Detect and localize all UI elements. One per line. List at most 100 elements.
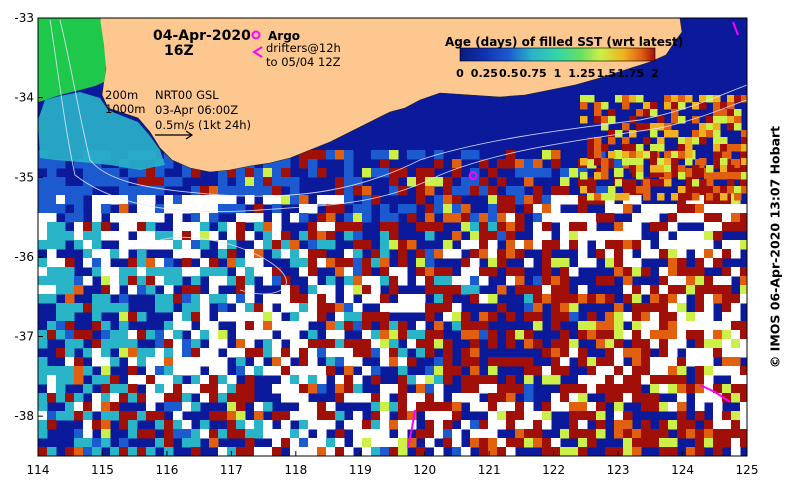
sst-cell	[299, 213, 309, 223]
sst-cell	[137, 213, 147, 223]
sst-cell	[281, 159, 291, 169]
sst-cell	[641, 366, 651, 376]
sst-cell	[470, 186, 480, 196]
sst-cell	[317, 348, 327, 358]
sst-cell	[146, 195, 156, 205]
sst-cell	[344, 213, 354, 223]
sst-cell	[236, 276, 246, 286]
sst-cell	[101, 231, 111, 241]
sst-cell	[740, 411, 747, 421]
sst-cell	[236, 267, 246, 277]
sst-cell	[407, 375, 417, 385]
sst-cell	[92, 312, 102, 322]
sst-cell	[380, 339, 390, 349]
sst-cell	[389, 420, 399, 430]
sst-cell	[470, 321, 480, 331]
sst-cell	[182, 438, 192, 448]
sst-cell	[678, 102, 686, 110]
sst-cell	[47, 240, 57, 250]
sst-cell	[695, 393, 705, 403]
sst-cell	[488, 231, 498, 241]
sst-cell	[594, 116, 602, 124]
sst-cell	[551, 393, 561, 403]
sst-cell	[731, 312, 741, 322]
sst-cell	[488, 267, 498, 277]
sst-cell	[734, 186, 742, 194]
sst-cell	[47, 159, 57, 169]
sst-cell	[542, 204, 552, 214]
sst-cell	[533, 411, 543, 421]
sst-cell	[668, 240, 678, 250]
sst-cell	[299, 258, 309, 268]
sst-cell	[659, 348, 669, 358]
sst-cell	[641, 321, 651, 331]
sst-cell	[83, 438, 93, 448]
isobath-lines	[49, 19, 747, 295]
sst-cell	[720, 172, 728, 180]
sst-cell	[470, 438, 480, 448]
sst-cell	[290, 375, 300, 385]
sst-cell	[506, 375, 516, 385]
sst-cell	[227, 375, 237, 385]
sst-cell	[155, 375, 165, 385]
sst-cell	[398, 168, 408, 178]
sst-cell	[398, 258, 408, 268]
sst-cell	[101, 258, 111, 268]
sst-cell	[506, 231, 516, 241]
sst-cell	[659, 285, 669, 295]
sst-cell	[713, 130, 721, 138]
sst-cell	[713, 222, 723, 232]
sst-cell	[398, 204, 408, 214]
sst-cell	[209, 393, 219, 403]
sst-cell	[74, 285, 84, 295]
sst-cell	[92, 375, 102, 385]
sst-cell	[335, 330, 345, 340]
sst-cell	[605, 312, 615, 322]
sst-cell	[677, 258, 687, 268]
sst-cell	[650, 222, 660, 232]
sst-cell	[668, 276, 678, 286]
sst-cell	[695, 447, 705, 456]
sst-cell	[290, 195, 300, 205]
sst-cell	[470, 150, 480, 160]
sst-cell	[551, 150, 561, 160]
sst-cell	[632, 303, 642, 313]
sst-cell	[578, 213, 588, 223]
sst-cell	[425, 276, 435, 286]
sst-cell	[506, 402, 516, 412]
sst-cell	[713, 186, 721, 194]
sst-cell	[488, 420, 498, 430]
sst-cell	[110, 195, 120, 205]
sst-cell	[643, 123, 651, 131]
sst-cell	[65, 303, 75, 313]
sst-cell	[734, 95, 742, 103]
sst-cell	[344, 195, 354, 205]
sst-cell	[569, 294, 579, 304]
sst-cell	[542, 195, 552, 205]
sst-cell	[137, 186, 147, 196]
sst-cell	[479, 384, 489, 394]
sst-cell	[371, 366, 381, 376]
sst-cell	[362, 276, 372, 286]
sst-cell	[83, 411, 93, 421]
sst-cell	[686, 420, 696, 430]
sst-cell	[704, 240, 714, 250]
sst-cell	[362, 447, 372, 456]
sst-cell	[434, 411, 444, 421]
sst-cell	[128, 258, 138, 268]
sst-cell	[137, 375, 147, 385]
sst-cell	[38, 222, 48, 232]
sst-cell	[209, 438, 219, 448]
sst-cell	[389, 438, 399, 448]
sst-cell	[236, 411, 246, 421]
sst-cell	[596, 339, 606, 349]
sst-cell	[209, 330, 219, 340]
sst-cell	[236, 186, 246, 196]
sst-cell	[92, 339, 102, 349]
sst-cell	[308, 222, 318, 232]
sst-cell	[695, 402, 705, 412]
sst-cell	[452, 312, 462, 322]
sst-cell	[281, 384, 291, 394]
sst-cell	[425, 204, 435, 214]
sst-cell	[65, 267, 75, 277]
